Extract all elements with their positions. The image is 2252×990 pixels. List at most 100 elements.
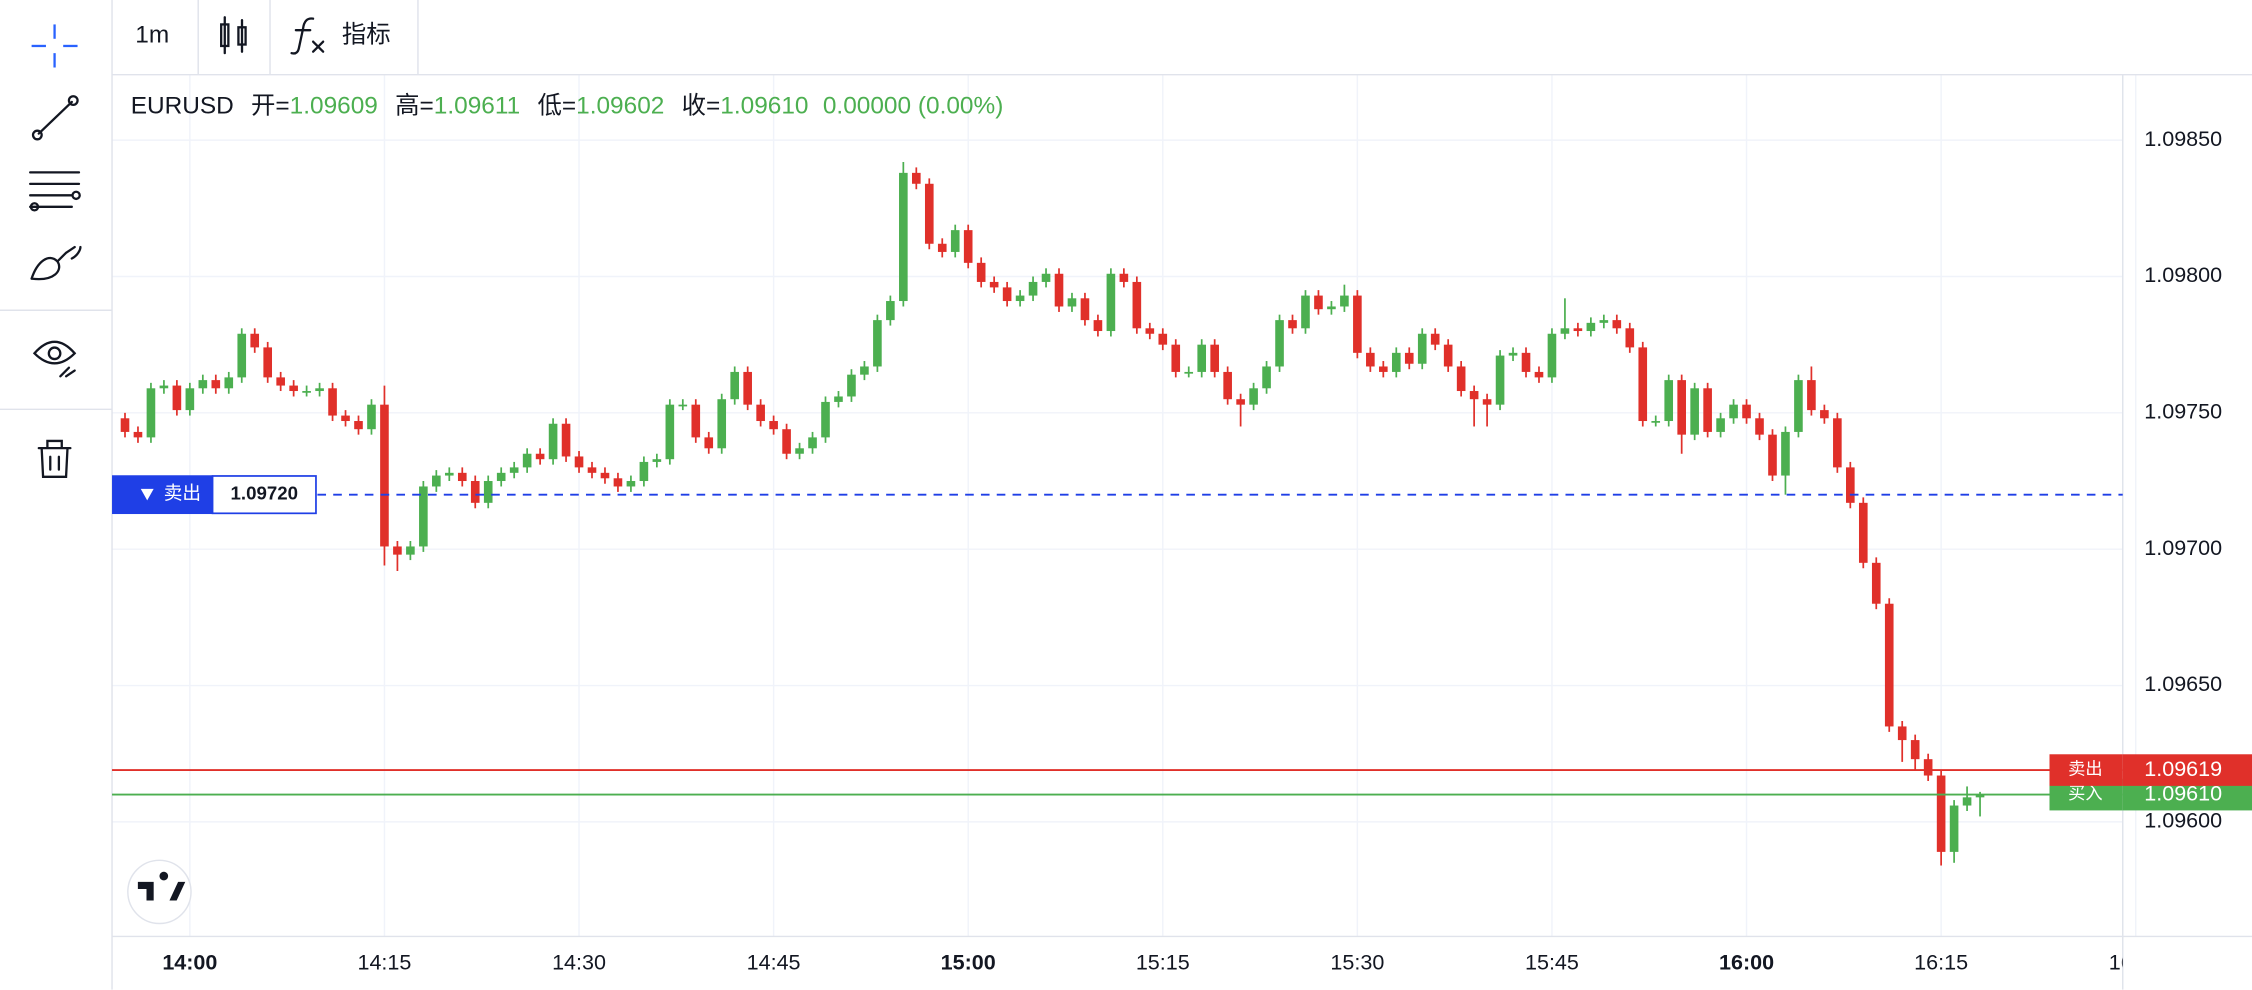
x-tick-label: 16:15 — [1914, 950, 1968, 974]
fx-icon — [311, 40, 325, 53]
y-tick-label: 1.09850 — [2144, 127, 2222, 151]
candle-body — [1119, 273, 1129, 282]
candle-body — [172, 385, 182, 411]
candle-body — [1755, 418, 1764, 435]
candle-body — [354, 421, 363, 430]
candle-body — [1586, 322, 1596, 332]
candle-body — [419, 486, 428, 547]
candle-body — [328, 388, 337, 416]
x-tick-label: 14:00 — [162, 950, 217, 974]
candle-body — [717, 399, 727, 449]
candle-body — [1249, 388, 1258, 405]
candle-body — [1794, 380, 1803, 432]
price-value: 1.09619 — [2144, 757, 2222, 781]
top-toolbar: 1m 指标 — [112, 0, 2252, 76]
candle-body — [1067, 298, 1077, 307]
candle-body — [1638, 347, 1648, 422]
candle-body — [743, 371, 752, 405]
time-axis: 14:00 14:15 14:30 14:45 15:00 15:15 15:30 15:45… — [162, 950, 2163, 974]
x-tick-label: 16:30 — [2109, 950, 2163, 974]
x-tick-label: 15:45 — [1525, 950, 1579, 974]
fib-tool[interactable] — [29, 171, 81, 212]
candle-body — [496, 472, 506, 482]
tv-logo[interactable] — [127, 859, 192, 925]
candle-body — [432, 475, 441, 487]
candle-body — [1210, 344, 1219, 372]
candle-body — [1975, 794, 1985, 798]
x-tick-label: 14:45 — [747, 950, 801, 974]
plot-area — [120, 161, 1985, 866]
candle-body — [1936, 775, 1946, 852]
y-tick-label: 1.09700 — [2144, 536, 2222, 560]
candle-body — [457, 472, 467, 482]
candle-body — [1690, 388, 1699, 435]
brush-tool[interactable] — [30, 245, 82, 281]
candle-body — [1054, 273, 1064, 307]
price-name: 卖出 — [2068, 759, 2102, 779]
candle-body — [600, 472, 610, 479]
candle-body — [912, 172, 921, 184]
candle-body — [302, 391, 311, 393]
candle-body — [1677, 380, 1686, 435]
candle-body — [1456, 366, 1466, 392]
candle-body — [1002, 287, 1012, 302]
candle-body — [1560, 328, 1570, 334]
candle-body — [860, 366, 869, 375]
candle-body — [1275, 320, 1284, 367]
delete-tool[interactable] — [37, 439, 72, 478]
chart-type-button[interactable] — [220, 16, 247, 55]
order-price: 1.09720 — [231, 483, 298, 504]
candle-body — [652, 459, 662, 462]
candle-body — [730, 371, 740, 400]
legend-label: 开= — [251, 93, 290, 120]
candle-body — [1340, 295, 1349, 307]
candle-body — [1897, 726, 1907, 741]
candle-body — [1379, 366, 1388, 372]
candle-body — [1742, 404, 1751, 419]
candle-body — [1910, 740, 1920, 760]
indicators-button[interactable]: 指标 — [290, 17, 391, 55]
candle-body — [1288, 320, 1297, 329]
x-tick-label: 16:00 — [1719, 950, 1774, 974]
candle-body — [120, 418, 130, 432]
candle-body — [1547, 333, 1557, 378]
candle-body — [1327, 306, 1336, 310]
candle-body — [1015, 295, 1025, 302]
candle-body — [250, 333, 260, 348]
candle-body — [263, 347, 273, 378]
price-name: 买入 — [2068, 783, 2102, 803]
candle-body — [1703, 388, 1712, 432]
candle-body — [315, 388, 324, 392]
candle-body — [1430, 333, 1440, 345]
indicators-label[interactable]: 指标 — [342, 21, 391, 48]
candle-body — [522, 453, 532, 468]
candle-body — [899, 172, 908, 302]
candle-body — [1820, 410, 1829, 419]
grid — [112, 74, 2137, 937]
candle-body — [1158, 333, 1168, 345]
candle-body — [626, 481, 636, 487]
x-tick-label: 15:15 — [1136, 950, 1190, 974]
candle-body — [276, 377, 285, 386]
candle-body — [1353, 295, 1362, 353]
candle-body — [587, 467, 597, 473]
candle-body — [185, 388, 195, 411]
crosshair-tool[interactable] — [31, 24, 78, 68]
candle-body — [691, 404, 701, 438]
trend-line-tool[interactable] — [31, 95, 79, 141]
visibility-tool[interactable] — [32, 340, 77, 378]
candle-body — [1768, 434, 1777, 476]
candle-body — [367, 404, 376, 430]
candle-body — [561, 423, 571, 457]
candle-body — [1443, 344, 1453, 367]
candle-body — [237, 333, 247, 378]
candle-body — [808, 437, 817, 449]
candle-body — [1106, 273, 1116, 332]
candle-body — [548, 423, 558, 460]
candle-body — [886, 301, 895, 321]
candle-body — [1781, 431, 1790, 476]
candle-body — [1495, 355, 1505, 405]
candle-body — [1923, 759, 1933, 776]
candle-body — [937, 243, 947, 252]
interval-button[interactable]: 1m — [135, 21, 169, 48]
